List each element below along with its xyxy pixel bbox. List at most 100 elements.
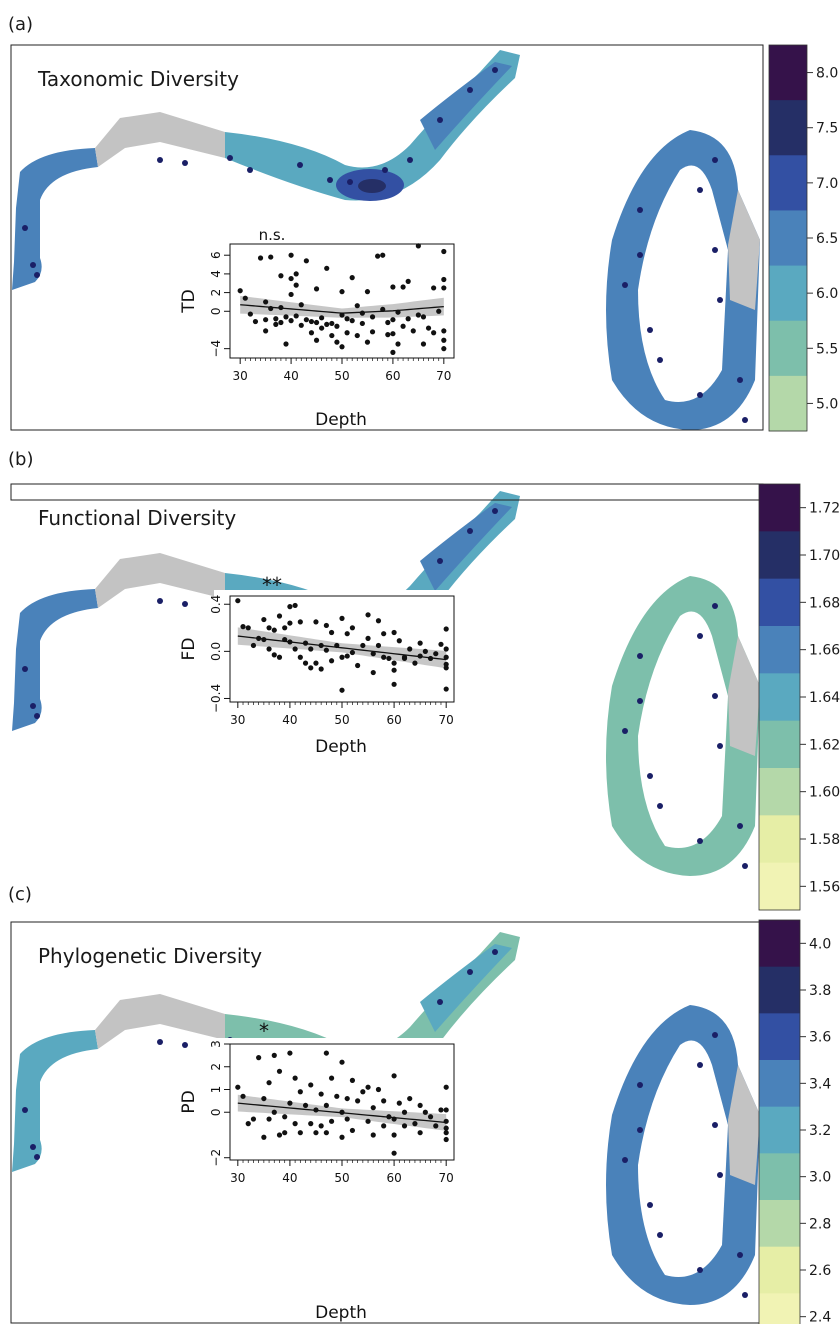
colorbar-band (769, 155, 807, 211)
sample-site-dot (34, 272, 40, 278)
sample-site-dot (347, 179, 353, 185)
data-point (391, 1150, 397, 1156)
data-point (297, 619, 303, 625)
data-point (339, 687, 345, 693)
panel-a: (a) Taxonomic Diversity 8.0 7.5 7.0 6.5 6.0 5.5… (8, 14, 838, 432)
data-point (344, 631, 350, 637)
sample-site-dot (737, 377, 743, 383)
map-frame (10, 483, 764, 501)
map-title: Phylogenetic Diversity (38, 944, 262, 968)
colorbar-tick-label: 3.4 (809, 1076, 831, 1092)
data-point (313, 286, 320, 292)
colorbar-tick-label: 3.0 (809, 1170, 831, 1186)
y-tick-label: 0 (209, 307, 223, 315)
data-point (391, 667, 397, 673)
data-point (385, 319, 391, 326)
data-point (355, 1098, 361, 1104)
sample-site-dot (22, 666, 28, 672)
data-point (375, 642, 382, 649)
data-point (375, 1086, 382, 1093)
data-point (328, 1075, 335, 1081)
data-point (443, 1118, 449, 1124)
colorbar-tick-label: 3.6 (809, 1030, 831, 1046)
y-tick-label: 3 (209, 1040, 223, 1048)
y-tick-label: 0.0 (209, 642, 223, 661)
data-point (318, 666, 324, 672)
y-axis-label: TD (179, 289, 199, 313)
data-point (282, 1130, 288, 1136)
y-tick-label: 0 (209, 1108, 223, 1116)
panel-label: (b) (8, 449, 33, 470)
sample-site-dot (297, 162, 303, 168)
map-title: Functional Diversity (38, 506, 236, 530)
data-point (390, 331, 396, 337)
data-point (308, 646, 314, 652)
island-lagoon (638, 1040, 728, 1277)
colorbar-band (759, 1153, 800, 1201)
reef-region (420, 503, 512, 591)
x-tick-label: 50 (334, 1171, 349, 1185)
colorbar: 8.0 7.5 7.0 6.5 6.0 5.5 5.0 (768, 44, 838, 432)
colorbar-tick-label: 3.8 (809, 983, 831, 999)
sample-site-dot (637, 698, 643, 704)
data-point (412, 1121, 418, 1127)
data-point (278, 319, 284, 326)
sample-site-dot (622, 282, 628, 288)
data-point (235, 598, 241, 604)
data-point (391, 629, 397, 636)
x-axis-label: Depth (315, 737, 367, 757)
sample-site-dot (437, 999, 443, 1005)
panel-b: (b)Functional Diversity 1.721.701.681.661… (8, 449, 840, 911)
sample-site-dot (247, 167, 253, 173)
sample-site-dot (737, 1252, 743, 1258)
colorbar-band (759, 1060, 800, 1108)
sample-site-dot (34, 713, 40, 719)
sample-site-dot (327, 177, 333, 183)
data-point (431, 285, 437, 291)
data-point (271, 1109, 277, 1115)
significance-label: ** (262, 573, 282, 597)
colorbar-band (759, 768, 800, 816)
sample-site-dot (697, 1062, 703, 1068)
data-point (261, 1095, 267, 1102)
data-point (323, 622, 329, 629)
data-point (328, 658, 335, 664)
sample-site-dot (22, 1107, 28, 1113)
y-tick-label: 4 (209, 270, 223, 278)
data-point (268, 254, 274, 260)
data-point (344, 316, 350, 322)
data-point (237, 288, 243, 294)
data-point (360, 642, 366, 649)
data-point (293, 271, 299, 277)
data-point (313, 1107, 319, 1113)
sample-site-dot (717, 297, 723, 303)
data-point (339, 615, 345, 621)
data-point (261, 636, 267, 643)
inset-scatter: 30 40 50 60 70 −2 0 1 2 3 * Depth PD (179, 1019, 466, 1323)
colorbar-tick-label: 3.2 (809, 1123, 831, 1139)
panel-c: (c) Phylogenetic Diversity 4.0 3.8 3.6 3.4 3.2… (8, 884, 831, 1324)
y-tick-label: −2 (209, 1149, 223, 1167)
y-tick-label: 0.4 (209, 595, 223, 614)
data-point (240, 624, 246, 630)
data-point (405, 316, 411, 322)
x-axis-label: Depth (315, 1303, 367, 1323)
sample-site-dot (622, 1157, 628, 1163)
data-point (298, 302, 304, 308)
data-point (308, 318, 315, 325)
data-point (407, 1095, 413, 1102)
data-point (349, 318, 355, 324)
data-point (365, 1084, 371, 1090)
sample-site-dot (637, 207, 643, 213)
colorbar-tick-label: 1.66 (809, 643, 840, 659)
data-point (420, 341, 427, 347)
data-point (323, 647, 329, 653)
colorbar-band (759, 673, 800, 722)
colorbar-tick-label: 5.0 (816, 396, 838, 412)
y-axis-label: PD (179, 1090, 199, 1113)
data-point (381, 1098, 387, 1104)
data-point (282, 1114, 288, 1120)
data-point (313, 337, 320, 343)
data-point (400, 284, 406, 290)
data-point (261, 616, 267, 623)
